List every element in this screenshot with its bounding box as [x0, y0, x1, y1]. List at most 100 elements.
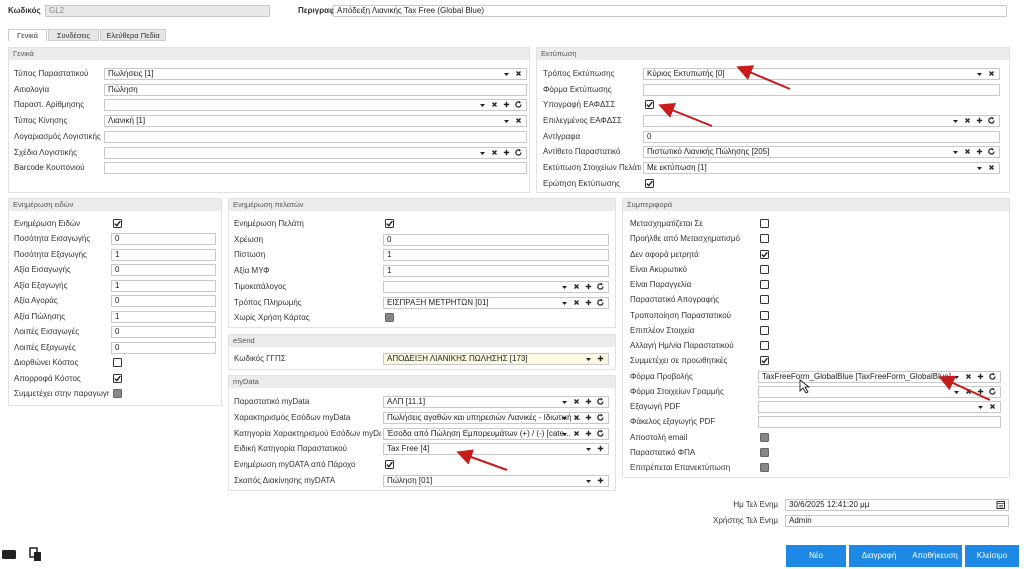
text-input[interactable]: 0	[643, 130, 1000, 143]
text-input[interactable]: 0	[111, 326, 216, 339]
description-input[interactable]: Απόδειξη Λιανικής Tax Free (Global Blue)	[333, 5, 1007, 17]
code-input[interactable]: GL2	[45, 5, 270, 17]
text-input[interactable]: 1	[383, 249, 609, 262]
plus-icon[interactable]	[976, 387, 985, 397]
chev-icon[interactable]	[951, 116, 960, 126]
chev-icon[interactable]	[975, 69, 984, 79]
checkbox[interactable]	[113, 358, 122, 368]
ref-icon[interactable]	[596, 282, 605, 292]
x-icon[interactable]	[490, 100, 499, 110]
action-button[interactable]: Νέο	[786, 545, 846, 567]
x-icon[interactable]	[964, 387, 973, 397]
ref-icon[interactable]	[596, 298, 605, 308]
action-button[interactable]: Διαγραφή	[849, 545, 909, 567]
dropdown[interactable]: Tax Free [4]	[383, 443, 609, 456]
plus-icon[interactable]	[975, 147, 984, 157]
x-icon[interactable]	[572, 298, 581, 308]
x-icon[interactable]	[964, 372, 973, 382]
checkbox[interactable]	[645, 178, 654, 188]
text-input[interactable]: 0	[111, 341, 216, 354]
action-button[interactable]: Κλείσιμο	[965, 545, 1019, 567]
keyboard-icon[interactable]	[2, 550, 16, 559]
plus-icon[interactable]	[975, 116, 984, 126]
plus-icon[interactable]	[584, 397, 593, 407]
text-input[interactable]	[104, 162, 527, 175]
x-icon[interactable]	[572, 429, 581, 439]
chev-icon[interactable]	[976, 402, 985, 412]
checkbox[interactable]	[760, 463, 769, 472]
text-input[interactable]: 1	[111, 248, 216, 261]
ref-icon[interactable]	[988, 387, 997, 397]
x-icon[interactable]	[572, 397, 581, 407]
dropdown[interactable]	[383, 280, 609, 293]
plus-icon[interactable]	[596, 444, 605, 454]
plus-icon[interactable]	[584, 413, 593, 423]
text-input[interactable]: 0	[111, 295, 216, 308]
chev-icon[interactable]	[560, 282, 569, 292]
text-input[interactable]	[104, 130, 527, 143]
chev-icon[interactable]	[975, 163, 984, 173]
dropdown[interactable]	[758, 401, 1001, 413]
chev-icon[interactable]	[478, 100, 487, 110]
checkbox[interactable]	[760, 234, 769, 244]
chev-icon[interactable]	[952, 387, 961, 397]
x-icon[interactable]	[572, 282, 581, 292]
dropdown[interactable]: ΑΛΠ [11.1]	[383, 396, 609, 408]
ref-icon[interactable]	[988, 372, 997, 382]
chev-icon[interactable]	[584, 354, 593, 364]
text-input[interactable]: 0	[111, 233, 216, 246]
plus-icon[interactable]	[584, 429, 593, 439]
dropdown[interactable]	[104, 146, 527, 159]
x-icon[interactable]	[987, 163, 996, 173]
x-icon[interactable]	[572, 413, 581, 423]
x-icon[interactable]	[514, 116, 523, 126]
plus-icon[interactable]	[502, 148, 511, 158]
ref-icon[interactable]	[596, 397, 605, 407]
ref-icon[interactable]	[514, 148, 523, 158]
plus-icon[interactable]	[584, 298, 593, 308]
checkbox[interactable]	[760, 310, 769, 320]
text-input[interactable]: 0	[111, 264, 216, 277]
checkbox[interactable]	[760, 280, 769, 289]
checkbox[interactable]	[760, 219, 769, 228]
dropdown[interactable]: Πιστωτικό Λιανικής Πώλησης [205]	[643, 146, 1000, 159]
dropdown[interactable]: Κύριος Εκτυπωτής [0]	[643, 68, 1000, 80]
chev-icon[interactable]	[584, 444, 593, 454]
dropdown[interactable]	[104, 99, 527, 112]
tab[interactable]: Ελεύθερα Πεδία	[100, 29, 166, 41]
chev-icon[interactable]	[951, 147, 960, 157]
chev-icon[interactable]	[502, 116, 511, 126]
checkbox[interactable]	[760, 295, 769, 305]
text-input[interactable]: Admin	[785, 515, 1009, 527]
dropdown[interactable]: Πωλήσεις [1]	[104, 68, 527, 80]
checkbox[interactable]	[760, 432, 769, 442]
dropdown[interactable]: Με εκτύπωση [1]	[643, 161, 1000, 174]
text-input[interactable]: 0	[383, 233, 609, 246]
checkbox[interactable]	[113, 219, 122, 228]
x-icon[interactable]	[490, 148, 499, 158]
plus-icon[interactable]	[502, 100, 511, 110]
ref-icon[interactable]	[514, 100, 523, 110]
text-input[interactable]: Πώληση	[104, 83, 527, 96]
chev-icon[interactable]	[560, 298, 569, 308]
dropdown[interactable]: Λιανική [1]	[104, 115, 527, 128]
x-icon[interactable]	[963, 116, 972, 126]
dropdown[interactable]	[643, 114, 1000, 127]
chev-icon[interactable]	[560, 413, 569, 423]
checkbox[interactable]	[760, 356, 769, 366]
plus-icon[interactable]	[596, 476, 605, 486]
checkbox[interactable]	[760, 447, 769, 457]
text-input[interactable]: 1	[111, 310, 216, 323]
plus-icon[interactable]	[596, 354, 605, 364]
action-button[interactable]: Αποθήκευση	[908, 545, 962, 567]
chev-icon[interactable]	[478, 148, 487, 158]
checkbox[interactable]	[385, 460, 394, 470]
dropdown[interactable]: Πώληση [01]	[383, 475, 609, 487]
checkbox[interactable]	[113, 373, 122, 383]
checkbox[interactable]	[760, 249, 769, 259]
checkbox[interactable]	[760, 341, 769, 350]
chev-icon[interactable]	[502, 69, 511, 79]
chev-icon[interactable]	[952, 372, 961, 382]
checkbox[interactable]	[760, 325, 769, 335]
x-icon[interactable]	[963, 147, 972, 157]
